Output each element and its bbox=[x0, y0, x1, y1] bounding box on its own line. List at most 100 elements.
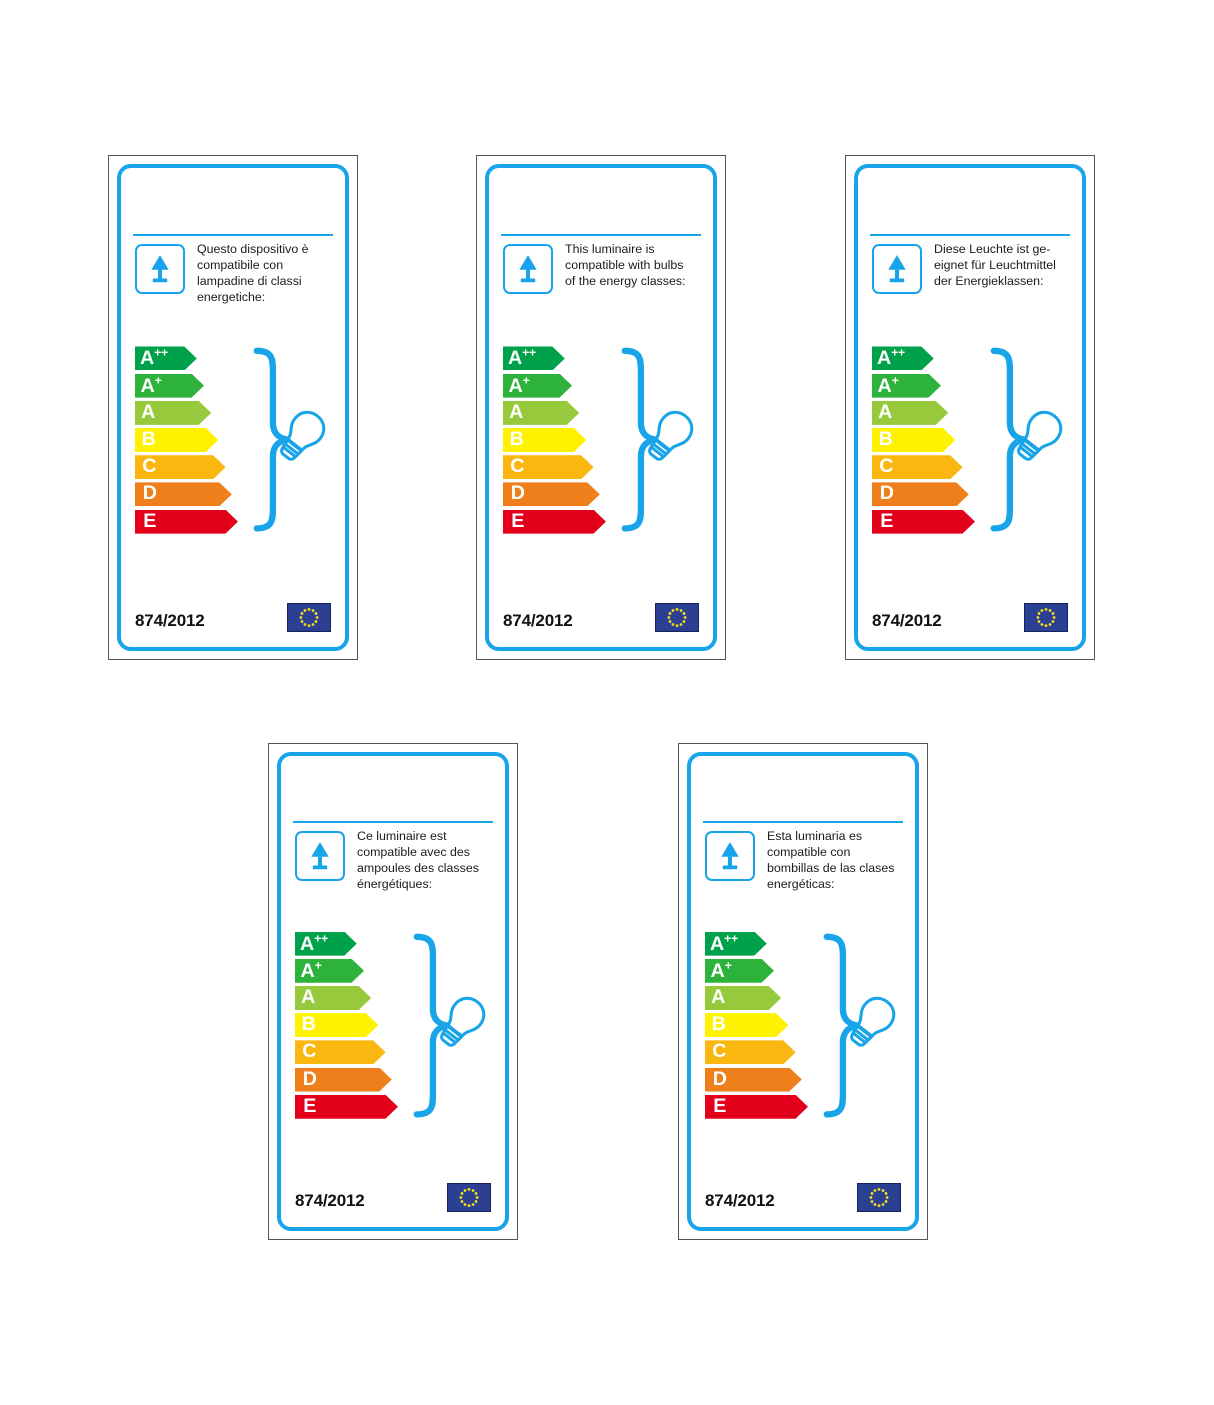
eu-flag-icon bbox=[857, 1183, 901, 1212]
energy-class-label: A bbox=[711, 985, 726, 1008]
eu-flag-icon bbox=[447, 1183, 491, 1212]
energy-class-arrow: A bbox=[135, 400, 212, 425]
brace-with-bulb-icon bbox=[816, 930, 924, 1121]
energy-label-panel: This luminaire is compatible with bulbs … bbox=[476, 155, 726, 660]
energy-class-letter: A bbox=[299, 932, 315, 955]
energy-class-label: D bbox=[879, 482, 894, 505]
energy-class-label: A bbox=[878, 400, 893, 423]
energy-class-arrow: A bbox=[503, 400, 580, 425]
energy-class-label: E bbox=[143, 511, 156, 531]
energy-class-arrow: C bbox=[872, 454, 963, 480]
energy-class-arrow: C bbox=[295, 1040, 386, 1065]
energy-class-letter: B bbox=[509, 427, 524, 450]
energy-class-label: A bbox=[301, 987, 315, 1008]
energy-class-label: B bbox=[509, 427, 524, 450]
energy-class-letter: C bbox=[302, 1040, 317, 1063]
energy-class-arrow: A+ bbox=[872, 373, 941, 398]
energy-class-arrow: E bbox=[503, 509, 606, 534]
energy-class-letter: D bbox=[879, 482, 894, 505]
energy-class-letter: A bbox=[878, 400, 893, 423]
energy-class-letter: A bbox=[711, 985, 726, 1008]
energy-class-arrow: B bbox=[503, 427, 587, 453]
energy-class-label: E bbox=[303, 1096, 316, 1116]
energy-class-letter: C bbox=[510, 454, 525, 477]
energy-class-arrow: A++ bbox=[503, 346, 565, 371]
energy-class-label: E bbox=[880, 511, 893, 531]
energy-class-superscript: + bbox=[522, 373, 530, 388]
energy-label-panel: Questo dispositivo è compatibile con lam… bbox=[108, 155, 358, 660]
energy-class-letter: E bbox=[303, 1094, 317, 1117]
energy-class-label: A+ bbox=[301, 959, 322, 981]
table-lamp-icon bbox=[135, 244, 185, 294]
energy-class-label: A bbox=[141, 400, 156, 423]
energy-class-label: A++ bbox=[140, 347, 168, 369]
header-divider bbox=[501, 234, 701, 236]
energy-class-letter: A bbox=[300, 959, 315, 982]
energy-class-letter: A bbox=[141, 400, 156, 423]
energy-class-scale: A++ A+ A B C D E bbox=[135, 346, 238, 536]
energy-class-scale: A++ A+ A B C D E bbox=[705, 931, 808, 1122]
energy-class-label: B bbox=[712, 1014, 726, 1035]
energy-class-letter: C bbox=[712, 1040, 727, 1063]
energy-class-letter: A bbox=[876, 347, 892, 370]
energy-class-arrow: C bbox=[705, 1040, 796, 1065]
brace-with-bulb-icon bbox=[614, 344, 722, 535]
eu-flag-icon bbox=[287, 603, 331, 632]
energy-class-letter: E bbox=[511, 509, 525, 532]
energy-class-label: A++ bbox=[300, 932, 328, 954]
energy-class-letter: A bbox=[877, 374, 892, 397]
energy-class-label: A++ bbox=[710, 932, 738, 954]
header-divider bbox=[703, 820, 903, 823]
energy-class-arrow: A++ bbox=[872, 346, 934, 371]
energy-class-scale: A++ A+ A B C D E bbox=[295, 931, 398, 1122]
energy-class-letter: E bbox=[143, 509, 157, 532]
table-lamp-icon bbox=[872, 244, 922, 294]
energy-class-label: C bbox=[879, 454, 894, 477]
energy-class-arrow: A bbox=[872, 400, 949, 425]
table-lamp-icon bbox=[295, 830, 345, 881]
energy-class-arrow: A+ bbox=[135, 373, 204, 398]
regulation-number: 874/2012 bbox=[295, 1191, 365, 1210]
energy-class-label: A+ bbox=[141, 374, 162, 396]
energy-class-label: B bbox=[302, 1014, 316, 1035]
compatibility-heading: Esta luminaria es compatible con bombill… bbox=[767, 828, 895, 891]
header-divider bbox=[133, 234, 333, 236]
energy-class-arrow: C bbox=[135, 454, 226, 480]
energy-class-letter: C bbox=[142, 454, 157, 477]
energy-class-letter: C bbox=[879, 454, 894, 477]
energy-class-superscript: ++ bbox=[154, 345, 168, 360]
panel-inner-border: This luminaire is compatible with bulbs … bbox=[485, 164, 717, 651]
brace-with-bulb-icon bbox=[406, 930, 514, 1121]
energy-label-panel: Esta luminaria es compatible con bombill… bbox=[678, 743, 928, 1240]
energy-class-label: C bbox=[712, 1040, 727, 1063]
energy-class-arrow: B bbox=[295, 1013, 379, 1038]
energy-class-label: A bbox=[509, 402, 523, 423]
brace-with-bulb-icon bbox=[983, 344, 1091, 535]
compatibility-heading: Questo dispositivo è compatibile con lam… bbox=[197, 242, 309, 304]
energy-class-label: D bbox=[510, 482, 525, 505]
energy-class-arrow: A+ bbox=[295, 958, 364, 983]
energy-class-label: A++ bbox=[508, 347, 536, 369]
energy-class-letter: E bbox=[713, 1094, 727, 1117]
energy-class-label: C bbox=[302, 1040, 317, 1063]
energy-class-letter: D bbox=[510, 482, 525, 505]
energy-class-label: D bbox=[142, 482, 157, 505]
energy-class-scale: A++ A+ A B C D E bbox=[872, 346, 975, 536]
energy-class-superscript: + bbox=[154, 373, 162, 388]
energy-class-superscript: ++ bbox=[522, 345, 536, 360]
compatibility-heading: Ce luminaire est compatible avec des amp… bbox=[357, 828, 479, 891]
energy-class-letter: E bbox=[880, 509, 894, 532]
energy-class-arrow: D bbox=[295, 1067, 392, 1092]
energy-class-superscript: + bbox=[724, 958, 732, 973]
energy-class-letter: D bbox=[142, 482, 157, 505]
regulation-number: 874/2012 bbox=[503, 611, 573, 630]
energy-class-arrow: D bbox=[135, 482, 232, 507]
panel-inner-border: Ce luminaire est compatible avec des amp… bbox=[277, 752, 509, 1231]
energy-class-scale: A++ A+ A B C D E bbox=[503, 346, 606, 536]
energy-class-arrow: B bbox=[705, 1013, 789, 1038]
energy-class-letter: A bbox=[139, 347, 155, 370]
regulation-number: 874/2012 bbox=[705, 1191, 775, 1210]
energy-class-letter: A bbox=[507, 347, 523, 370]
energy-class-arrow: A++ bbox=[135, 346, 197, 371]
energy-class-letter: B bbox=[141, 427, 156, 450]
